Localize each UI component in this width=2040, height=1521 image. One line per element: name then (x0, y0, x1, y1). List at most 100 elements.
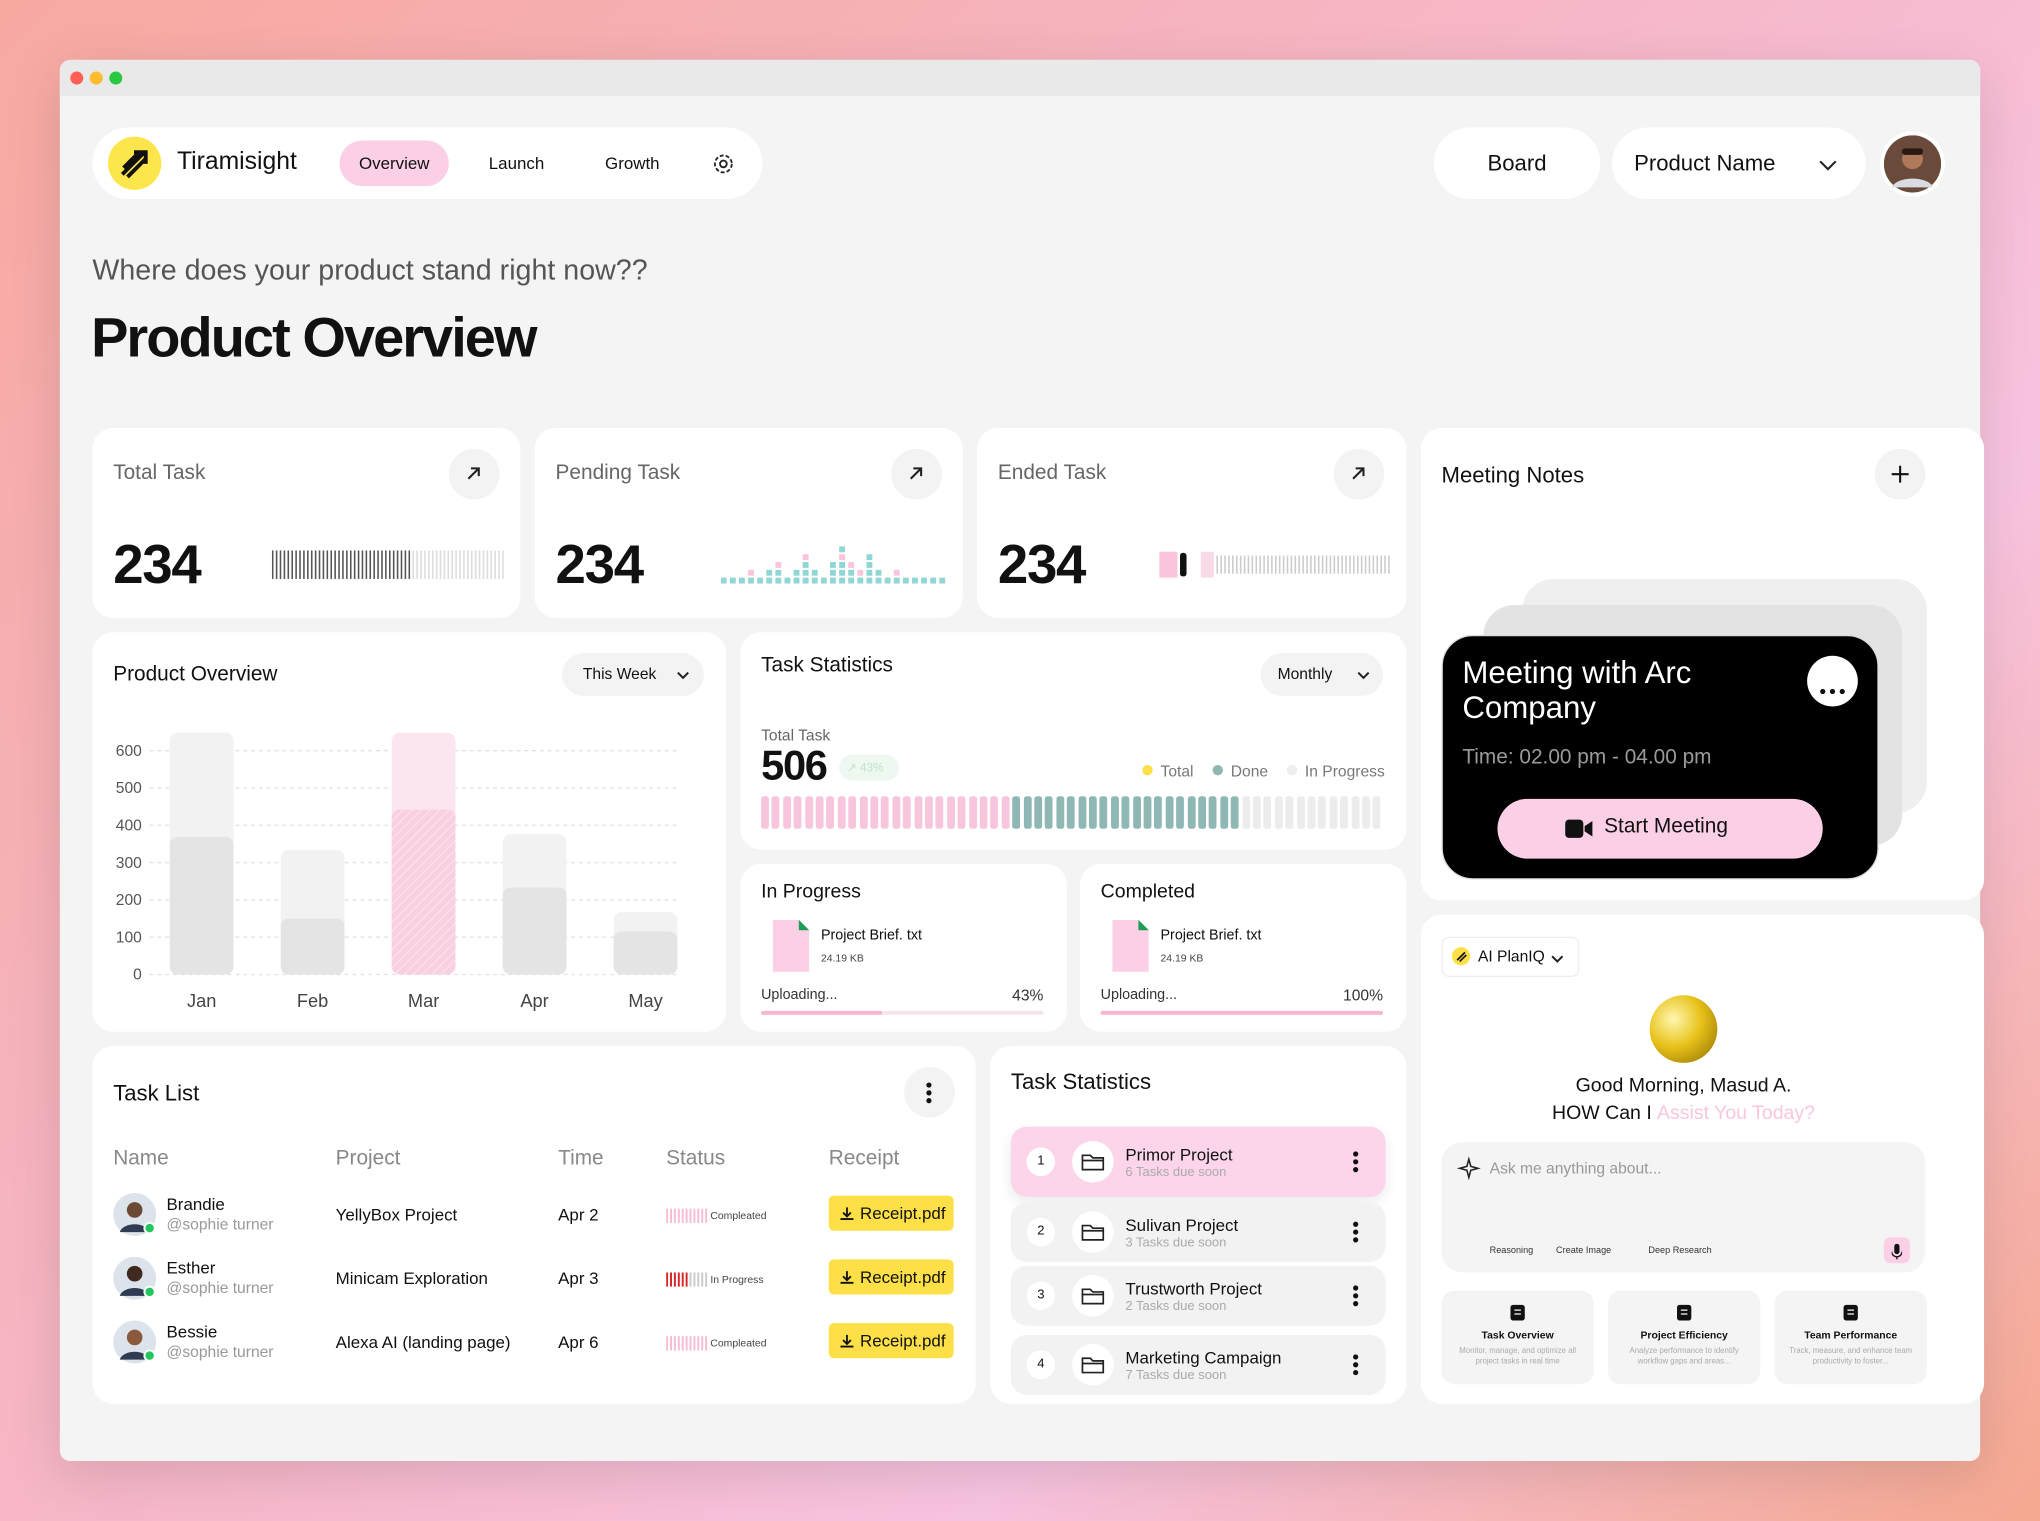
product-chevron-svg (1819, 160, 1837, 171)
settings-icon[interactable] (712, 152, 735, 175)
project-menu[interactable] (1352, 1284, 1360, 1314)
x-tick-label: Jan (187, 991, 216, 1011)
y-tick-label: 100 (116, 929, 142, 946)
meeting-title: Meeting Notes (1441, 463, 1585, 488)
nav-tab[interactable]: Growth (605, 153, 660, 174)
feature-icon (1841, 1302, 1861, 1328)
file-name: Project Brief. txt (1160, 927, 1262, 944)
status-label: Compleated (710, 1209, 767, 1222)
task-statistics-chevron-svg (1357, 671, 1370, 680)
project-tasks: 7 Tasks due soon (1125, 1368, 1227, 1383)
tool-chip[interactable]: Deep Research (1648, 1246, 1712, 1256)
task-statistics-filter[interactable]: Monthly (1260, 653, 1383, 697)
receipt-button[interactable]: Receipt.pdf (828, 1323, 954, 1359)
tool-chip[interactable]: Reasoning (1489, 1246, 1534, 1256)
file-icon-svg (1112, 919, 1149, 972)
project-index: 2 (1026, 1217, 1056, 1247)
progress-stripe (793, 796, 802, 829)
model-chevron (1550, 950, 1566, 973)
nav-tab[interactable]: Launch (488, 153, 545, 174)
progress-stripe (1209, 796, 1217, 829)
profile-avatar[interactable] (1879, 131, 1946, 197)
window-dot[interactable] (70, 71, 84, 85)
progress-stripe (837, 796, 846, 829)
stat-card (534, 428, 963, 618)
task-list-menu[interactable] (904, 1066, 955, 1118)
progress-stripe (815, 796, 824, 829)
stat-label: Ended Task (997, 461, 1107, 484)
stat-open-button[interactable] (448, 448, 500, 500)
progress-stripe (1274, 796, 1283, 829)
tool-chip[interactable]: Create Image (1556, 1246, 1612, 1256)
progress-stripe (1099, 796, 1108, 829)
model-select[interactable]: AI PlanIQ (1441, 936, 1580, 978)
progress-stripe (946, 796, 955, 829)
window-dot[interactable] (89, 71, 103, 85)
user-name: Esther (166, 1258, 216, 1278)
user-avatar-svg (113, 1320, 157, 1364)
x-tick-label: Apr (520, 991, 548, 1011)
sparkle-icon-svg (1456, 1156, 1481, 1181)
task-list-title: Task List (113, 1081, 200, 1106)
progress-stripe (1078, 796, 1086, 829)
progress-stripe (1351, 796, 1360, 829)
progress-stripe (1110, 796, 1119, 829)
add-meeting-button[interactable] (1874, 448, 1926, 500)
y-tick-label: 300 (116, 855, 142, 872)
project-name: Primor Project (1125, 1144, 1233, 1165)
file-icon (1112, 919, 1149, 979)
progress-stripe (848, 796, 857, 829)
stat-value: 234 (997, 533, 1087, 595)
chat-input[interactable] (1441, 1142, 1926, 1273)
column-header: Receipt (828, 1147, 900, 1170)
task-statistics-title: Task Statistics (761, 654, 893, 677)
column-header: Name (113, 1147, 169, 1170)
window-dot[interactable] (109, 71, 123, 85)
progress-stripe (804, 796, 813, 829)
folder-icon-svg (1081, 1224, 1105, 1241)
bar (613, 931, 678, 975)
progress-stripe (979, 796, 988, 829)
progress-stripe (881, 796, 890, 829)
file-icon-svg (772, 919, 810, 972)
upload-title: In Progress (761, 880, 861, 903)
progress-stripe (1187, 796, 1196, 829)
nav-tab[interactable]: Overview (339, 140, 449, 187)
progress-stripe (990, 796, 999, 829)
project-menu[interactable] (1352, 1150, 1360, 1180)
project-menu[interactable] (1352, 1353, 1360, 1383)
download-icon (839, 1268, 855, 1291)
bar-hatch (391, 809, 456, 975)
total-task-label: Total Task (761, 725, 831, 745)
start-meeting-button[interactable] (1497, 798, 1823, 859)
folder-icon-svg (1081, 1154, 1105, 1171)
greeting: Good Morning, Masud A. (1575, 1074, 1792, 1097)
start-meeting-label: Start Meeting (1604, 815, 1728, 838)
user-handle: @sophie turner (166, 1215, 274, 1234)
progress-stripe (1373, 796, 1381, 829)
bar (502, 887, 567, 975)
board-button[interactable]: Board (1433, 127, 1601, 200)
stat-open-button[interactable] (1333, 448, 1385, 500)
project-index: 4 (1026, 1350, 1056, 1380)
project-menu-svg (1353, 1285, 1359, 1307)
stat-open-button-svg (909, 467, 923, 480)
stat-sparkline (720, 544, 955, 592)
legend-label: Done (1230, 762, 1269, 781)
feature-title: Project Efficiency (1640, 1329, 1728, 1342)
progress-stripe (1318, 796, 1327, 829)
progress-stripe (925, 796, 933, 829)
stat-label: Pending Task (555, 461, 681, 484)
legend-label: In Progress (1304, 762, 1385, 781)
mic-button[interactable] (1883, 1237, 1910, 1264)
progress-stripe (914, 796, 922, 829)
stat-open-button[interactable] (891, 448, 942, 500)
project-tasks: 6 Tasks due soon (1125, 1165, 1227, 1181)
bar (280, 918, 345, 975)
status-bars-svg (666, 1208, 708, 1223)
model-logo-svg (1456, 951, 1467, 963)
project-menu[interactable] (1352, 1220, 1360, 1250)
meeting-options-button[interactable] (1807, 655, 1858, 707)
progress-stripe (772, 796, 780, 829)
